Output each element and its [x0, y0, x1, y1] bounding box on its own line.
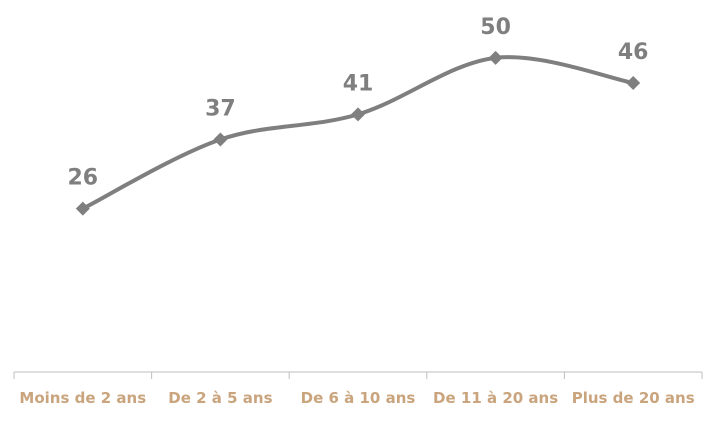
x-tick-label: De 11 à 20 ans	[433, 389, 559, 407]
x-tick-label: Moins de 2 ans	[19, 389, 147, 407]
marker	[351, 107, 365, 122]
x-tick-label: De 6 à 10 ans	[300, 389, 416, 407]
x-tick-label: Plus de 20 ans	[571, 389, 695, 407]
value-label: 41	[343, 71, 374, 96]
x-tick-label: De 2 à 5 ans	[168, 389, 273, 407]
value-label: 26	[67, 166, 98, 191]
value-label: 46	[618, 40, 649, 65]
marker	[213, 132, 228, 147]
marker	[75, 201, 90, 216]
marker	[626, 75, 641, 90]
value-label: 50	[480, 15, 511, 40]
value-label: 37	[205, 97, 236, 122]
marker	[488, 50, 503, 65]
